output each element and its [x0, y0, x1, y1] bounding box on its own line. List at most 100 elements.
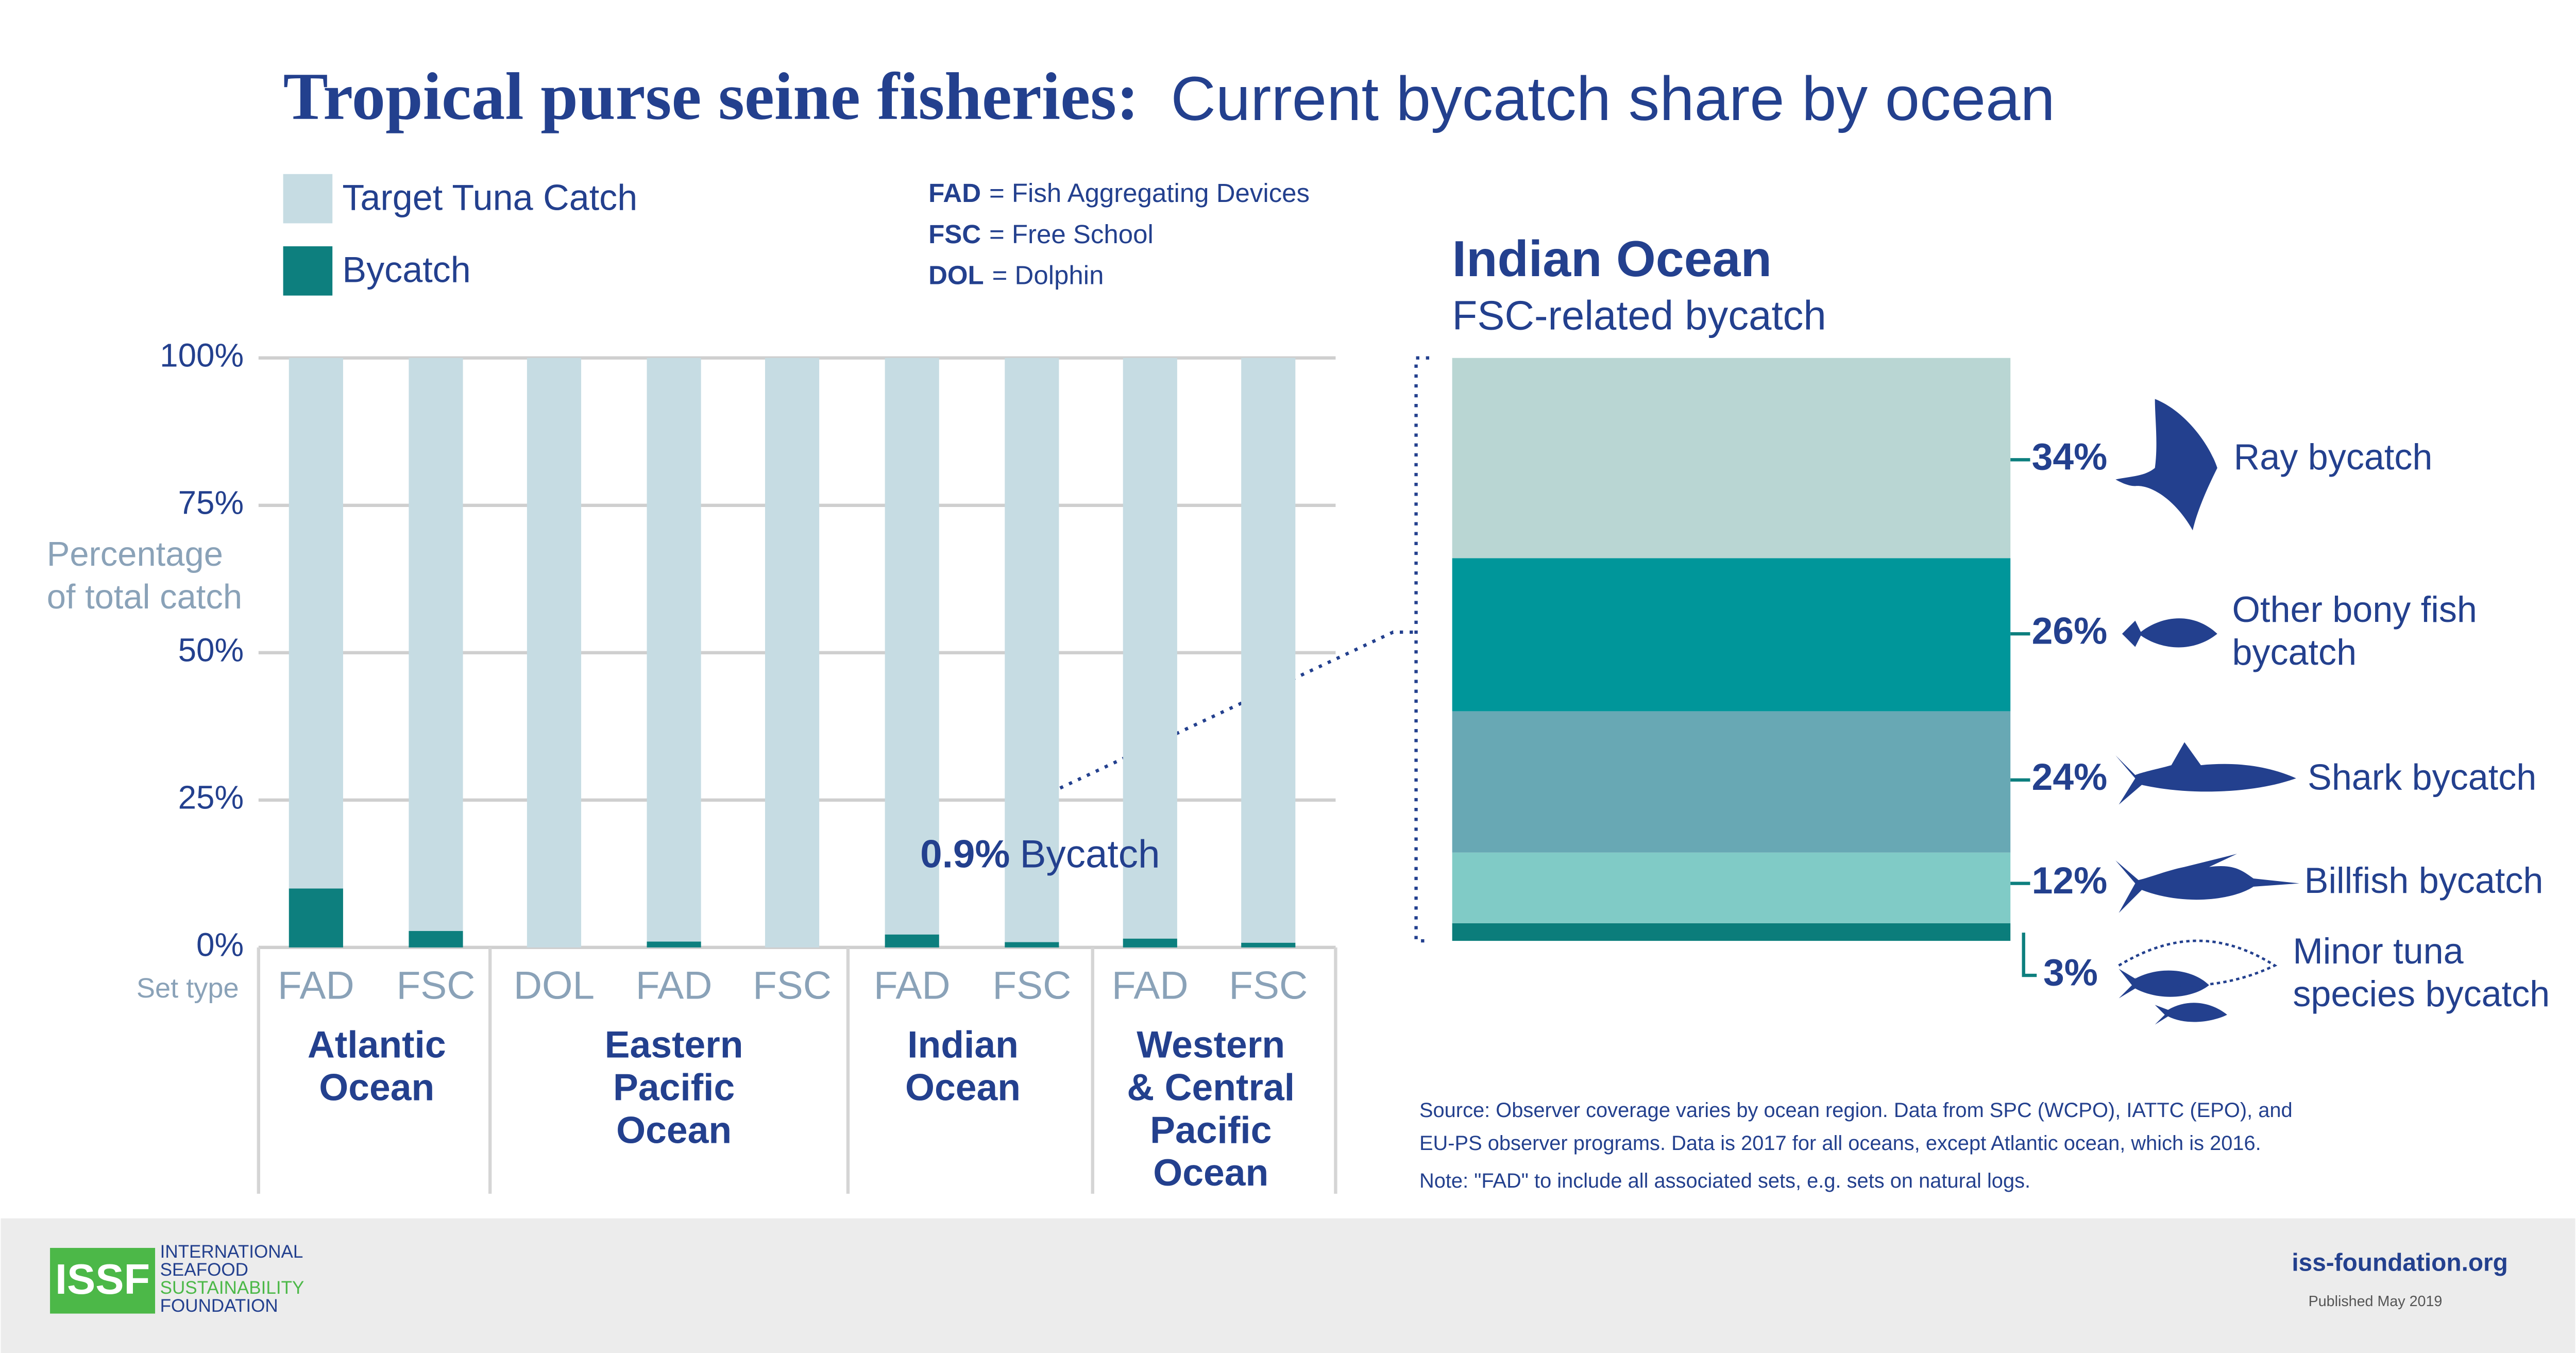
source: EU-PS observer programs. Data is 2017 fo…	[1419, 1132, 2261, 1155]
group-label: & Central	[1127, 1066, 1295, 1108]
group-label: Western	[1137, 1024, 1285, 1066]
group-label: Pacific	[1150, 1109, 1272, 1151]
footer-band	[1, 1218, 2575, 1353]
bar-segment	[289, 358, 343, 889]
tuna-outline-icon	[2118, 939, 2278, 987]
series-label: Shark bycatch	[2308, 757, 2536, 797]
bar-segment	[289, 888, 343, 948]
group-label: Ocean	[905, 1066, 1021, 1108]
connector	[1030, 630, 1416, 928]
logo-line: INTERNATIONAL	[160, 1242, 303, 1262]
share-segment	[1452, 852, 2011, 923]
series-label: Other bony fish	[2232, 589, 2477, 630]
abbr: FSC	[928, 219, 981, 249]
x-axis-label: Set type	[137, 973, 239, 1004]
group-label: Atlantic	[308, 1024, 446, 1066]
y-tick-label: 50%	[178, 632, 244, 669]
x-tick-label: FAD	[874, 964, 951, 1008]
leader	[2022, 933, 2037, 977]
bar-segment	[1241, 942, 1296, 948]
bar-segment	[647, 358, 701, 942]
y-tick-label: 75%	[178, 484, 244, 521]
abbr-text: = Free School	[989, 219, 1154, 249]
group-label: Indian	[907, 1024, 1019, 1066]
abbr-text: = Dolphin	[992, 261, 1104, 290]
bar-segment	[527, 358, 582, 948]
legend-label: Target Tuna Catch	[342, 177, 637, 217]
share-segment	[1452, 711, 2011, 853]
group-label: Pacific	[613, 1066, 735, 1108]
y-tick-label: 0%	[196, 926, 244, 963]
y-tick-label: 25%	[178, 779, 244, 816]
legend-label: Bycatch	[342, 250, 470, 290]
value-label: 12%	[2032, 859, 2108, 902]
tuna-icon	[2119, 969, 2227, 1025]
legend-swatch	[283, 174, 333, 224]
abbr-text: = Fish Aggregating Devices	[989, 179, 1310, 208]
bar-segment	[1005, 942, 1059, 948]
x-tick-label: FSC	[992, 964, 1071, 1008]
panel-subtitle: FSC-related bycatch	[1452, 292, 1826, 338]
bar-segment	[765, 358, 820, 948]
note: Note: "FAD" to include all associated se…	[1419, 1170, 2030, 1192]
series-label: Billfish bycatch	[2304, 860, 2544, 901]
x-tick-label: DOL	[514, 964, 595, 1008]
series-label: species bycatch	[2293, 974, 2550, 1014]
icons	[2115, 399, 2300, 1025]
logo-box	[50, 1248, 156, 1314]
series-label: Ray bycatch	[2234, 437, 2433, 477]
x-tick-label: FSC	[1229, 964, 1308, 1008]
value-label: 0.9%	[920, 833, 1010, 876]
group-label: Ocean	[616, 1109, 732, 1151]
abbreviation: DOL = Dolphin	[928, 261, 1104, 290]
bar-segment	[885, 934, 939, 948]
share-segment	[1452, 923, 2011, 941]
abbreviation: FSC = Free School	[928, 219, 1154, 249]
abbr: DOL	[928, 261, 984, 290]
bar-segment	[647, 941, 701, 948]
y-tick-label: 100%	[160, 337, 244, 374]
bar-segment	[885, 358, 939, 935]
share-segment	[1452, 358, 2011, 559]
value-label: 3%	[2043, 951, 2098, 993]
title-bold: Tropical purse seine fisheries:	[283, 60, 1139, 134]
value-label: 24%	[2032, 756, 2108, 798]
x-tick-label: FAD	[1112, 964, 1189, 1008]
abbr: FAD	[928, 179, 981, 208]
x-tick-label: FAD	[278, 964, 354, 1008]
shark-icon	[2115, 742, 2296, 805]
source: Source: Observer coverage varies by ocea…	[1419, 1099, 2293, 1122]
title-light: Current bycatch share by ocean	[1171, 63, 2055, 133]
y-axis-label: Percentage	[47, 535, 223, 573]
ray-icon	[2115, 399, 2217, 531]
logo-line: SUSTAINABILITY	[160, 1278, 304, 1298]
bony-fish-icon	[2122, 618, 2217, 648]
x-tick-label: FSC	[397, 964, 476, 1008]
x-tick-label: FAD	[636, 964, 713, 1008]
group-label: Ocean	[1153, 1152, 1268, 1194]
value-label: 34%	[2032, 436, 2108, 478]
bar-segment	[1123, 938, 1177, 948]
value-label: 26%	[2032, 610, 2108, 652]
group-label: Ocean	[319, 1066, 434, 1108]
x-tick-label: FSC	[753, 964, 832, 1008]
title: Tropical purse seine fisheries: Current …	[283, 60, 2055, 136]
bracket	[1414, 356, 1430, 943]
bar-segment	[409, 358, 463, 931]
bar-segment	[409, 931, 463, 948]
series-label: Minor tuna	[2293, 931, 2463, 971]
bar-segment	[1123, 358, 1177, 939]
series-label: bycatch	[2232, 632, 2357, 672]
y-axis-label: of total catch	[47, 578, 242, 616]
annotation: 0.9% Bycatch	[920, 833, 1160, 876]
bar-segment	[1005, 358, 1059, 942]
logo-mark: ISSF	[55, 1255, 150, 1303]
group-label: Eastern	[605, 1024, 743, 1066]
panel-title: Indian Ocean	[1452, 230, 1772, 287]
legend-swatch	[283, 246, 333, 296]
annotation-text: Bycatch	[1020, 833, 1160, 876]
abbreviation: FAD = Fish Aggregating Devices	[928, 179, 1310, 208]
billfish-icon	[2115, 854, 2300, 913]
